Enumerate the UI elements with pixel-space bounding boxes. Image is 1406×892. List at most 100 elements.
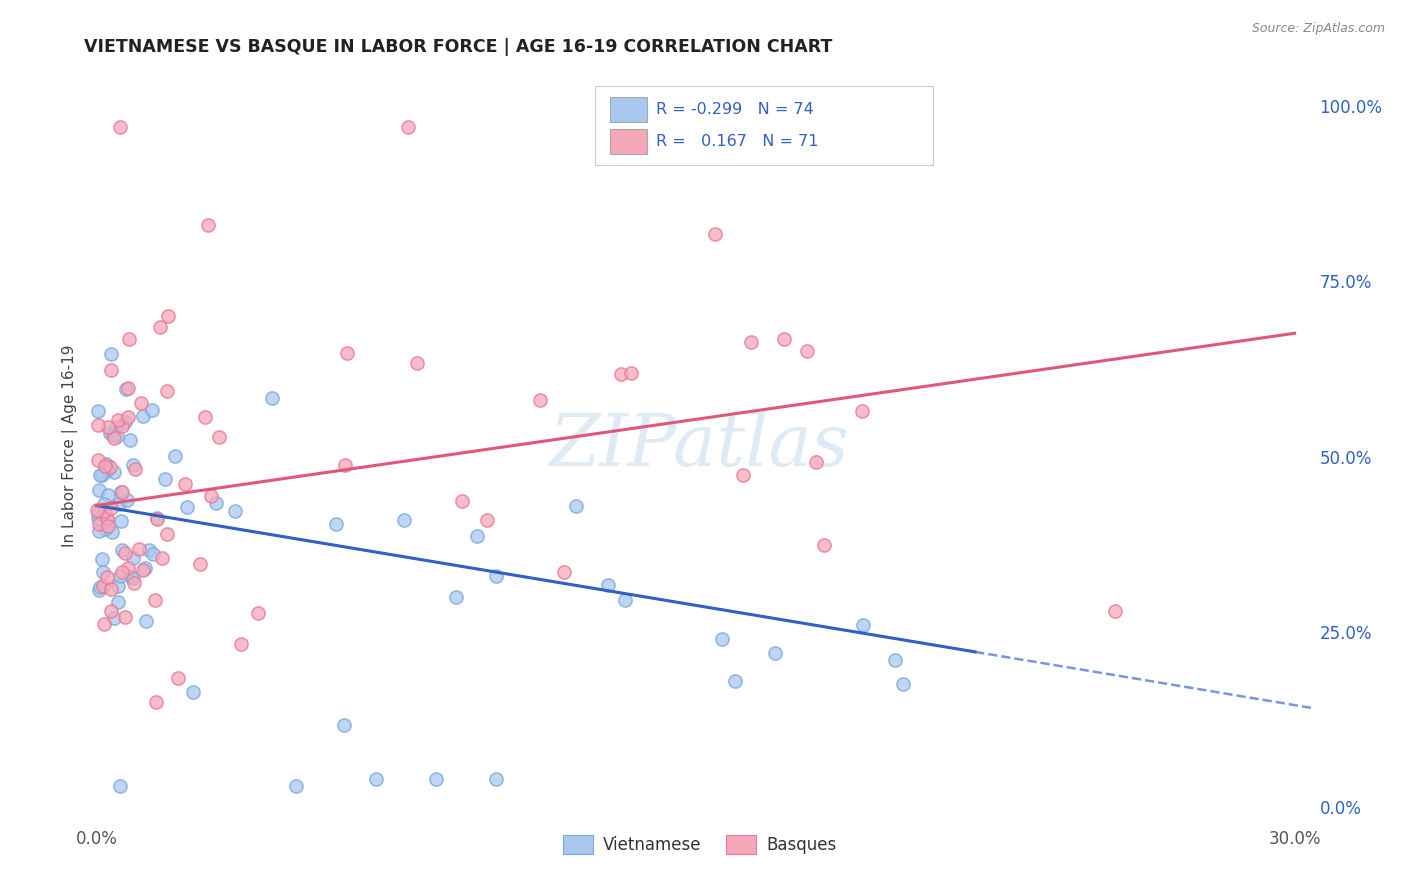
- Text: ZIPatlas: ZIPatlas: [550, 410, 849, 482]
- Point: [94, 457, 117, 471]
- Point: [724, 673, 747, 688]
- Point: [86, 418, 108, 433]
- Point: [105, 429, 128, 443]
- Point: [114, 416, 136, 430]
- Legend: Vietnamese, Basques: Vietnamese, Basques: [555, 829, 844, 861]
- Point: [114, 610, 136, 624]
- Point: [851, 618, 873, 632]
- Point: [117, 409, 139, 424]
- Point: [166, 671, 188, 685]
- Point: [394, 513, 416, 527]
- Point: [194, 410, 217, 425]
- Point: [100, 363, 122, 377]
- Point: [609, 367, 631, 381]
- Point: [205, 496, 228, 510]
- Point: [87, 453, 110, 467]
- Point: [97, 519, 120, 533]
- Point: [229, 636, 252, 650]
- Point: [143, 593, 166, 607]
- Point: [188, 558, 211, 572]
- Point: [132, 409, 155, 423]
- Point: [181, 685, 204, 699]
- Point: [121, 550, 143, 565]
- Point: [740, 334, 762, 349]
- Point: [200, 489, 222, 503]
- Point: [763, 646, 786, 660]
- FancyBboxPatch shape: [610, 129, 647, 153]
- Point: [731, 467, 754, 482]
- Point: [138, 542, 160, 557]
- Point: [89, 467, 111, 482]
- Point: [156, 526, 179, 541]
- Point: [93, 504, 115, 518]
- Point: [91, 551, 114, 566]
- Point: [153, 472, 176, 486]
- Point: [87, 517, 110, 532]
- Point: [115, 493, 138, 508]
- Point: [100, 501, 122, 516]
- Point: [94, 522, 117, 536]
- Text: R =   0.167   N = 71: R = 0.167 N = 71: [657, 135, 818, 149]
- Point: [120, 570, 142, 584]
- Point: [104, 420, 127, 434]
- Point: [107, 413, 129, 427]
- Point: [110, 484, 132, 499]
- Point: [141, 402, 163, 417]
- Point: [108, 568, 131, 582]
- Point: [197, 219, 219, 233]
- Point: [596, 578, 619, 592]
- Point: [851, 404, 873, 418]
- Point: [100, 582, 122, 597]
- Point: [87, 583, 110, 598]
- Point: [325, 516, 347, 531]
- Point: [704, 227, 727, 242]
- Point: [100, 604, 122, 618]
- Point: [94, 459, 117, 474]
- Point: [485, 568, 508, 582]
- Text: R = -0.299   N = 74: R = -0.299 N = 74: [657, 102, 814, 117]
- Point: [90, 467, 112, 482]
- Point: [117, 561, 139, 575]
- Point: [115, 382, 138, 396]
- FancyBboxPatch shape: [610, 97, 647, 121]
- Point: [529, 392, 551, 407]
- Point: [336, 346, 359, 360]
- Point: [132, 563, 155, 577]
- Point: [157, 310, 180, 324]
- Point: [613, 593, 636, 607]
- Point: [893, 677, 915, 691]
- Point: [107, 595, 129, 609]
- Point: [224, 504, 246, 518]
- Point: [176, 500, 198, 514]
- Point: [804, 455, 827, 469]
- Point: [364, 772, 387, 786]
- Point: [93, 617, 115, 632]
- Point: [208, 429, 231, 443]
- Point: [93, 497, 115, 511]
- Point: [111, 484, 134, 499]
- Point: [87, 483, 110, 497]
- Point: [98, 460, 121, 475]
- Point: [122, 458, 145, 473]
- Point: [111, 419, 134, 434]
- Point: [114, 545, 136, 559]
- Point: [96, 463, 118, 477]
- Point: [475, 513, 498, 527]
- Point: [86, 502, 108, 516]
- Point: [146, 512, 169, 526]
- Point: [884, 652, 907, 666]
- Point: [332, 717, 354, 731]
- Point: [110, 120, 132, 135]
- Text: VIETNAMESE VS BASQUE IN LABOR FORCE | AGE 16-19 CORRELATION CHART: VIETNAMESE VS BASQUE IN LABOR FORCE | AG…: [84, 38, 832, 56]
- Point: [98, 426, 121, 441]
- Point: [425, 772, 447, 786]
- Point: [135, 614, 157, 628]
- Point: [100, 347, 122, 361]
- Point: [134, 561, 156, 575]
- Point: [465, 529, 488, 543]
- Point: [128, 541, 150, 556]
- Point: [152, 551, 174, 566]
- Point: [103, 431, 125, 445]
- Point: [262, 391, 284, 405]
- Point: [444, 590, 467, 604]
